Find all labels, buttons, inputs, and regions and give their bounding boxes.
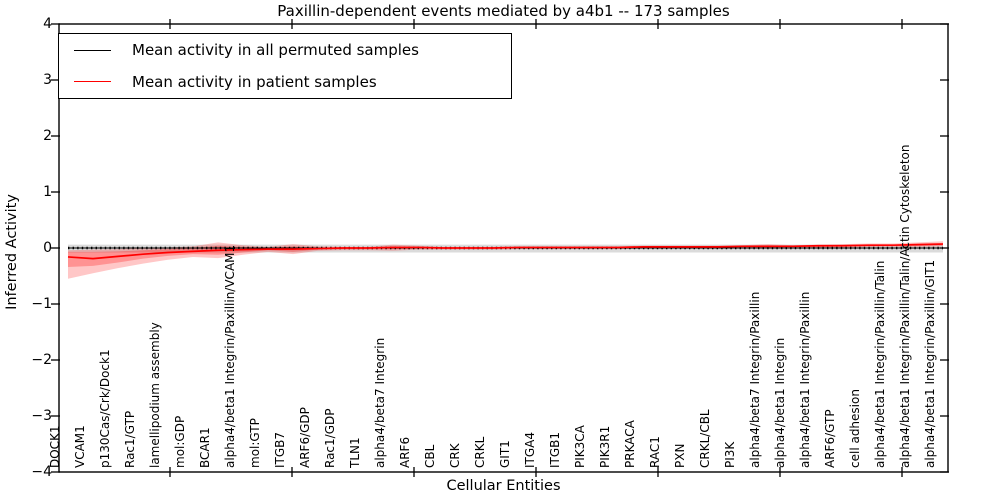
y-tick-label: 2	[43, 128, 52, 144]
y-tick-label: 3	[43, 72, 52, 88]
x-category-label: PIK3R1	[597, 425, 612, 468]
x-category-label: alpha4/beta1 Integrin/Paxillin/GIT1	[922, 259, 937, 468]
x-category-label: VCAM1	[72, 425, 87, 468]
y-tick-label: −1	[31, 296, 52, 312]
x-category-label: ITGB7	[272, 431, 287, 468]
chart-title: Paxillin-dependent events mediated by a4…	[277, 2, 730, 20]
x-category-label: CRK	[447, 443, 462, 468]
x-category-label: Rac1/GTP	[122, 410, 137, 468]
x-category-label: ARF6	[397, 436, 412, 468]
legend-entry-permuted: Mean activity in all permuted samples	[59, 35, 511, 66]
legend-label: Mean activity in all permuted samples	[132, 41, 419, 60]
x-category-label: mol:GDP	[172, 415, 187, 468]
x-category-label: RAC1	[647, 436, 662, 468]
legend-box: Mean activity in all permuted samples Me…	[58, 33, 512, 99]
x-category-label: Rac1/GDP	[322, 408, 337, 468]
x-category-label: CRKL	[472, 436, 487, 468]
legend-entry-patient: Mean activity in patient samples	[59, 66, 511, 97]
y-tick-label: 1	[43, 184, 52, 200]
y-tick-label: 0	[43, 240, 52, 256]
y-tick-label: −3	[31, 408, 52, 424]
x-category-label: lamellipodium assembly	[147, 322, 162, 468]
legend-label: Mean activity in patient samples	[132, 72, 377, 91]
x-category-label: alpha4/beta1 Integrin/Paxillin/Talin	[872, 260, 887, 468]
x-category-label: PRKACA	[622, 420, 637, 468]
x-category-label: GIT1	[497, 440, 512, 468]
x-category-label: DOCK1	[47, 425, 62, 468]
x-category-label: CBL	[422, 444, 437, 468]
y-tick-label: −4	[31, 464, 52, 480]
x-category-label: PIK3CA	[572, 425, 587, 468]
x-category-label: alpha4/beta1 Integrin/Paxillin	[797, 291, 812, 468]
patient-band-outer	[68, 241, 943, 279]
x-category-label: ARF6/GTP	[822, 409, 837, 468]
x-category-label: p130Cas/Crk/Dock1	[97, 349, 112, 468]
y-tick-label: 4	[43, 16, 52, 32]
patient-line-sample	[74, 81, 111, 83]
permuted-line-sample	[74, 49, 111, 51]
x-category-label: CRKL/CBL	[697, 409, 712, 468]
patient-mean-line	[67, 243, 944, 260]
x-category-label: PXN	[672, 443, 687, 468]
x-category-label: cell adhesion	[847, 389, 862, 468]
x-category-label: alpha4/beta7 Integrin	[372, 337, 387, 468]
x-category-label: alpha4/beta1 Integrin/Paxillin/VCAM1	[222, 244, 237, 468]
x-category-label: alpha4/beta1 Integrin/Paxillin/Talin/Act…	[897, 144, 912, 468]
x-category-label: alpha4/beta1 Integrin	[772, 337, 787, 468]
x-category-label: ITGB1	[547, 431, 562, 468]
y-tick-label: −2	[31, 352, 52, 368]
x-axis-label: Cellular Entities	[446, 478, 561, 494]
x-category-label: PI3K	[722, 441, 737, 468]
x-category-label: TLN1	[347, 437, 362, 468]
x-category-label: alpha4/beta7 Integrin/Paxillin	[747, 291, 762, 468]
x-category-label: ARF6/GDP	[297, 407, 312, 468]
x-category-label: ITGA4	[522, 431, 537, 468]
x-category-label: BCAR1	[197, 427, 212, 468]
x-category-label: mol:GTP	[247, 418, 262, 468]
